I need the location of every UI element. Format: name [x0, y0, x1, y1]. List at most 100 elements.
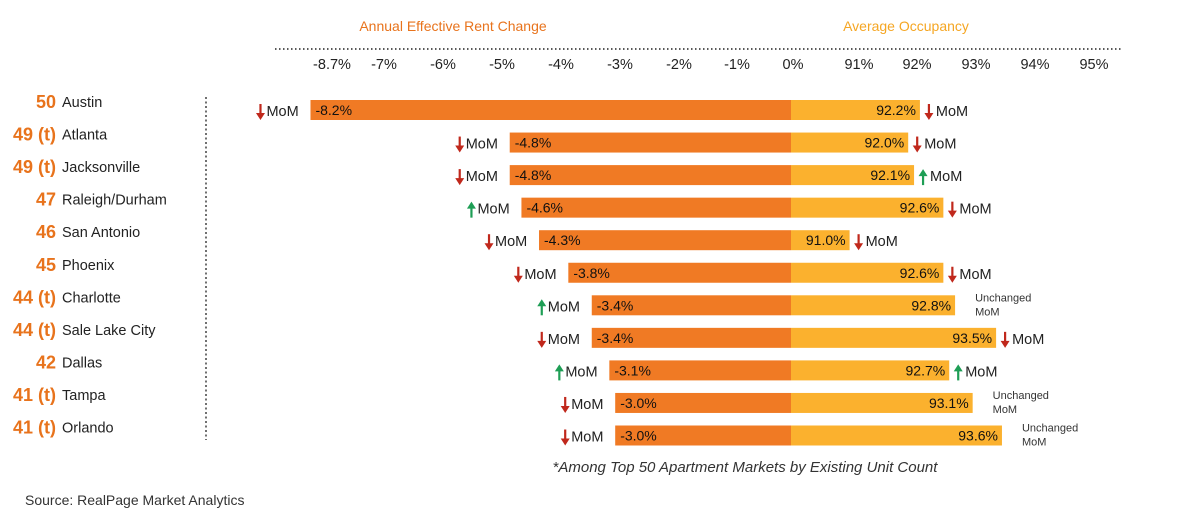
- footnote: *Among Top 50 Apartment Markets by Exist…: [553, 459, 939, 476]
- rent-mom-label: MoM: [548, 299, 580, 315]
- occupancy-value-label: 92.0%: [864, 135, 904, 151]
- occupancy-mom-label: Unchanged: [975, 292, 1031, 304]
- rent-mom-label: MoM: [571, 430, 603, 446]
- arrow-down-icon: [537, 331, 547, 348]
- rent-value-label: -3.4%: [597, 330, 634, 346]
- rank-label: 44 (t): [13, 320, 56, 340]
- occupancy-mom-label: MoM: [959, 267, 991, 283]
- occupancy-mom-label: MoM: [959, 202, 991, 218]
- occupancy-mom-label: MoM: [975, 306, 999, 318]
- market-label: Phoenix: [62, 258, 115, 274]
- rent-value-label: -4.8%: [515, 167, 552, 183]
- market-label: Sale Lake City: [62, 323, 156, 339]
- rank-label: 41 (t): [13, 385, 56, 405]
- rent-tick-label: 0%: [783, 57, 804, 73]
- rank-label: 49 (t): [13, 157, 56, 177]
- rent-tick-label: -2%: [666, 57, 692, 73]
- rent-value-label: -4.3%: [544, 232, 581, 248]
- arrow-up-icon: [537, 299, 547, 316]
- occupancy-value-label: 92.1%: [870, 167, 910, 183]
- rent-value-label: -8.2%: [315, 102, 352, 118]
- occupancy-bar: [791, 132, 909, 153]
- arrow-down-icon: [912, 136, 922, 153]
- occupancy-mom-label: MoM: [936, 104, 968, 120]
- market-label: Jacksonville: [62, 160, 140, 176]
- market-label: Tampa: [62, 388, 106, 404]
- occupancy-bar: [791, 327, 997, 348]
- rent-bar: [310, 100, 791, 120]
- occupancy-tick-label: 93%: [961, 57, 990, 73]
- rent-tick-label: -7%: [371, 57, 397, 73]
- rank-label: 44 (t): [13, 287, 56, 307]
- rent-bar: [509, 165, 791, 186]
- arrow-down-icon: [924, 104, 934, 120]
- occupancy-value-label: 92.7%: [906, 362, 946, 378]
- arrow-down-icon: [947, 266, 957, 283]
- rent-mom-label: MoM: [466, 137, 498, 153]
- occupancy-value-label: 92.2%: [876, 102, 916, 118]
- occupancy-mom-label: Unchanged: [1022, 423, 1078, 435]
- arrow-down-icon: [854, 234, 864, 251]
- rent-value-label: -3.1%: [614, 362, 651, 378]
- rent-tick-label: -3%: [607, 57, 633, 73]
- occupancy-bar: [791, 392, 973, 413]
- occupancy-bar: [791, 360, 950, 381]
- rent-value-label: -4.6%: [526, 200, 563, 216]
- arrow-down-icon: [560, 396, 570, 413]
- occupancy-bar: [791, 425, 1002, 446]
- rent-value-label: -3.0%: [620, 395, 657, 411]
- rent-mom-label: MoM: [495, 234, 527, 250]
- rank-label: 50: [36, 92, 56, 112]
- rent-mom-label: MoM: [565, 364, 597, 380]
- rent-mom-label: MoM: [548, 332, 580, 348]
- rent-mom-label: MoM: [477, 202, 509, 218]
- market-label: Charlotte: [62, 290, 121, 306]
- occupancy-tick-label: 92%: [902, 57, 931, 73]
- rent-tick-label: -1%: [724, 57, 750, 73]
- arrow-down-icon: [455, 136, 465, 153]
- occupancy-tick-label: 91%: [844, 57, 873, 73]
- occupancy-bar: [791, 262, 944, 283]
- rent-tick-label: -5%: [489, 57, 515, 73]
- rent-bar: [609, 360, 791, 381]
- rent-bar: [539, 230, 791, 251]
- rent-bar: [591, 327, 791, 348]
- rent-value-label: -3.0%: [620, 428, 657, 444]
- rent-bar: [615, 392, 791, 413]
- occupancy-mom-label: MoM: [1012, 332, 1044, 348]
- market-label: Raleigh/Durham: [62, 193, 167, 209]
- market-label: Atlanta: [62, 128, 108, 144]
- rent-bar: [591, 295, 791, 316]
- arrow-down-icon: [947, 201, 957, 218]
- rank-label: 46: [36, 222, 56, 242]
- occupancy-value-label: 93.6%: [958, 428, 998, 444]
- occupancy-value-label: 92.6%: [900, 265, 940, 281]
- rent-tick-label: -6%: [430, 57, 456, 73]
- arrow-down-icon: [455, 169, 465, 186]
- rent-bar: [509, 132, 791, 153]
- occupancy-bar: [791, 197, 944, 218]
- occupancy-tick-label: 94%: [1020, 57, 1049, 73]
- rank-label: 41 (t): [13, 418, 56, 438]
- rent-mom-label: MoM: [524, 267, 556, 283]
- occupancy-bar: [791, 100, 920, 120]
- arrow-up-icon: [918, 169, 928, 186]
- occupancy-mom-label: MoM: [930, 169, 962, 185]
- rent-mom-label: MoM: [466, 169, 498, 185]
- occupancy-value-label: 92.8%: [911, 297, 951, 313]
- arrow-down-icon: [255, 104, 265, 120]
- rent-mom-label: MoM: [571, 397, 603, 413]
- rent-bar: [521, 197, 791, 218]
- market-label: Austin: [62, 95, 102, 111]
- rent-mom-label: MoM: [266, 104, 298, 120]
- rank-label: 45: [36, 255, 56, 275]
- market-label: Orlando: [62, 421, 114, 437]
- occupancy-mom-label: MoM: [866, 234, 898, 250]
- arrow-up-icon: [466, 201, 476, 218]
- rent-bar: [568, 262, 791, 283]
- market-label: San Antonio: [62, 225, 140, 241]
- occupancy-mom-label: MoM: [924, 137, 956, 153]
- arrow-down-icon: [513, 266, 523, 283]
- rent-bar: [615, 425, 791, 446]
- arrow-down-icon: [560, 429, 570, 446]
